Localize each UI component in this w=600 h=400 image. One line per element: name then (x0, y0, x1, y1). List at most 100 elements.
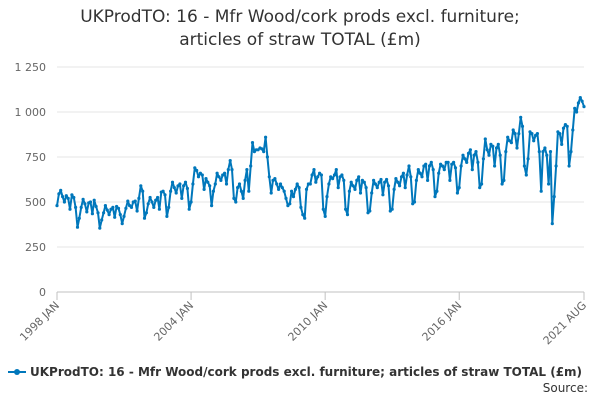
data-point[interactable] (457, 186, 461, 190)
data-point[interactable] (468, 148, 472, 152)
data-point[interactable] (290, 189, 294, 193)
data-point[interactable] (161, 189, 165, 193)
data-point[interactable] (515, 146, 519, 150)
data-point[interactable] (195, 168, 199, 173)
data-point[interactable] (299, 205, 303, 209)
data-point[interactable] (247, 189, 251, 193)
data-point[interactable] (429, 160, 433, 164)
data-point[interactable] (126, 199, 130, 203)
data-point[interactable] (561, 126, 566, 130)
data-point[interactable] (156, 195, 160, 200)
data-point[interactable] (545, 153, 549, 157)
data-point[interactable] (509, 141, 513, 145)
data-point[interactable] (552, 195, 556, 199)
data-point[interactable] (228, 159, 232, 163)
data-point[interactable] (249, 164, 253, 168)
data-point[interactable] (319, 173, 323, 177)
data-point[interactable] (182, 184, 186, 188)
data-point[interactable] (470, 168, 474, 172)
data-point[interactable] (573, 106, 577, 110)
data-point[interactable] (336, 186, 340, 190)
data-point[interactable] (111, 205, 115, 209)
data-point[interactable] (548, 150, 553, 154)
data-point[interactable] (407, 164, 411, 168)
data-point[interactable] (293, 187, 297, 191)
data-point[interactable] (204, 177, 208, 181)
data-point[interactable] (169, 189, 173, 193)
data-point[interactable] (498, 153, 502, 157)
data-point[interactable] (230, 168, 234, 172)
data-point[interactable] (152, 205, 156, 209)
data-point[interactable] (116, 206, 121, 210)
data-point[interactable] (424, 162, 428, 166)
data-point[interactable] (368, 209, 372, 213)
data-point[interactable] (442, 168, 446, 172)
data-point[interactable] (241, 196, 245, 200)
data-point[interactable] (308, 182, 312, 186)
data-point[interactable] (288, 202, 292, 206)
data-point[interactable] (267, 175, 271, 179)
data-point[interactable] (178, 182, 182, 186)
data-point[interactable] (301, 213, 305, 217)
data-point[interactable] (100, 218, 104, 222)
data-point[interactable] (94, 204, 98, 209)
data-point[interactable] (448, 178, 452, 182)
data-point[interactable] (485, 148, 489, 152)
data-point[interactable] (277, 187, 281, 191)
data-point[interactable] (390, 207, 394, 211)
data-point[interactable] (344, 207, 348, 211)
data-point[interactable] (191, 182, 195, 186)
data-point[interactable] (347, 189, 351, 193)
data-point[interactable] (575, 110, 579, 114)
data-point[interactable] (355, 178, 359, 182)
data-point[interactable] (487, 153, 491, 157)
data-point[interactable] (83, 202, 87, 206)
data-point[interactable] (532, 139, 536, 143)
data-point[interactable] (291, 195, 296, 199)
data-point[interactable] (137, 196, 141, 200)
data-point[interactable] (375, 186, 379, 190)
legend[interactable]: UKProdTO: 16 - Mfr Wood/cork prods excl.… (8, 365, 598, 379)
data-point[interactable] (377, 180, 381, 184)
data-point[interactable] (522, 164, 527, 168)
data-point[interactable] (144, 211, 148, 215)
data-point[interactable] (524, 173, 528, 177)
data-point[interactable] (170, 180, 175, 184)
data-point[interactable] (314, 180, 318, 184)
data-point[interactable] (506, 135, 510, 139)
data-point[interactable] (79, 205, 83, 209)
data-point[interactable] (394, 177, 398, 181)
data-point[interactable] (304, 187, 309, 191)
data-point[interactable] (265, 155, 269, 159)
data-point[interactable] (312, 168, 316, 172)
data-point[interactable] (180, 196, 184, 200)
data-point[interactable] (139, 184, 143, 188)
data-point[interactable] (466, 151, 471, 155)
data-point[interactable] (481, 157, 485, 161)
data-point[interactable] (310, 173, 314, 177)
data-point[interactable] (543, 146, 547, 150)
data-point[interactable] (342, 178, 346, 182)
data-point[interactable] (141, 189, 145, 193)
data-point[interactable] (582, 105, 586, 109)
data-point[interactable] (483, 137, 487, 141)
data-point[interactable] (362, 180, 366, 184)
data-point[interactable] (321, 207, 325, 211)
data-point[interactable] (219, 178, 223, 182)
data-point[interactable] (463, 157, 467, 161)
data-point[interactable] (385, 177, 389, 182)
data-point[interactable] (217, 175, 221, 179)
data-point[interactable] (571, 128, 575, 132)
data-point[interactable] (224, 182, 229, 186)
data-point[interactable] (494, 146, 499, 150)
data-point[interactable] (437, 171, 441, 175)
data-point[interactable] (284, 196, 288, 200)
data-point[interactable] (61, 195, 65, 199)
data-point[interactable] (262, 150, 266, 154)
data-point[interactable] (105, 208, 109, 212)
data-point[interactable] (273, 177, 277, 181)
data-point[interactable] (120, 222, 124, 226)
data-point[interactable] (174, 191, 178, 195)
data-point[interactable] (331, 177, 335, 181)
data-point[interactable] (379, 177, 383, 182)
